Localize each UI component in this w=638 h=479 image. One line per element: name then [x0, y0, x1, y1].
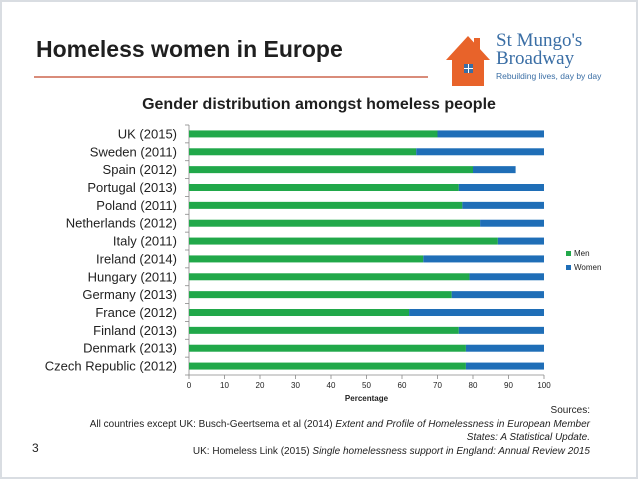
bar-men	[189, 130, 438, 138]
bar-men	[189, 326, 459, 334]
legend-label-men: Men	[574, 249, 590, 258]
source-2-title: Single homelessness support in England: …	[312, 445, 590, 457]
x-tick-label: 20	[256, 381, 265, 390]
category-label: Ireland (2014)	[96, 251, 177, 266]
legend-swatch-women	[566, 265, 571, 270]
x-tick-label: 30	[291, 381, 300, 390]
bar-men	[189, 184, 459, 191]
source-line-3: UK: Homeless Link (2015) Single homeless…	[30, 445, 590, 459]
category-label: Denmark (2013)	[83, 341, 177, 356]
category-label: Germany (2013)	[82, 287, 177, 302]
sources-heading: Sources:	[550, 405, 590, 416]
bar-men	[189, 255, 424, 263]
category-label: Hungary (2011)	[88, 269, 177, 284]
x-tick-label: 80	[469, 381, 478, 390]
category-label: Sweden (2011)	[90, 144, 177, 159]
logo-name-line1: St Mungo's	[496, 30, 583, 51]
x-tick-label: 70	[433, 381, 442, 390]
bar-women	[458, 184, 544, 191]
bar-women	[469, 273, 544, 281]
logo-wordmark: St Mungo's Broadway	[496, 30, 583, 69]
bar-women	[497, 237, 544, 245]
slide-number: 3	[32, 441, 39, 455]
bar-men	[189, 237, 498, 245]
logo-name-line2: Broadway	[496, 48, 575, 69]
bar-men	[189, 166, 473, 174]
bar-women	[451, 291, 544, 299]
source-1-authors: All countries except UK: Busch-Geertsema…	[89, 418, 336, 430]
bar-men	[189, 201, 463, 209]
category-label: Portugal (2013)	[87, 180, 177, 195]
bar-men	[189, 362, 466, 370]
bar-women	[437, 130, 544, 138]
house-logo-icon	[446, 36, 490, 86]
category-label: Italy (2011)	[113, 234, 177, 249]
x-axis-title: Percentage	[345, 394, 389, 403]
bar-men	[189, 148, 417, 156]
category-label: Czech Republic (2012)	[45, 359, 177, 374]
source-line-2: States: A Statistical Update.	[30, 431, 590, 445]
x-tick-label: 50	[362, 381, 371, 390]
bar-women	[480, 219, 544, 227]
category-label: Finland (2013)	[93, 323, 177, 338]
x-tick-label: 100	[537, 381, 551, 390]
bar-women	[473, 166, 516, 174]
category-label: UK (2015)	[118, 126, 177, 141]
bar-men	[189, 273, 470, 281]
chart-title: Gender distribution amongst homeless peo…	[142, 96, 496, 113]
sources-note: Sources: All countries except UK: Busch-…	[30, 404, 590, 458]
bar-men	[189, 309, 410, 316]
bar-women	[409, 309, 544, 316]
x-tick-label: 10	[220, 381, 229, 390]
title-underline	[34, 76, 428, 78]
legend-swatch-men	[566, 251, 571, 256]
category-label: Spain (2012)	[103, 162, 177, 177]
bar-women	[458, 326, 544, 334]
source-1-title: Extent and Profile of Homelessness in Eu…	[335, 418, 590, 430]
logo-tagline: Rebuilding lives, day by day	[496, 71, 602, 81]
bar-men	[189, 291, 452, 299]
source-1-title-cont: States: A Statistical Update.	[466, 432, 590, 443]
x-tick-label: 0	[187, 381, 192, 390]
category-label: Netherlands (2012)	[66, 216, 177, 231]
category-label: Poland (2011)	[96, 198, 177, 213]
x-tick-label: 90	[504, 381, 513, 390]
organisation-logo: St Mungo's Broadway Rebuilding lives, da…	[444, 30, 614, 90]
x-tick-label: 60	[398, 381, 407, 390]
category-label: France (2012)	[95, 305, 177, 320]
bar-men	[189, 219, 481, 227]
bar-men	[189, 344, 466, 352]
bar-women	[465, 344, 544, 352]
bar-women	[462, 201, 544, 209]
x-tick-label: 40	[327, 381, 336, 390]
bar-women	[423, 255, 544, 263]
bar-women	[416, 148, 544, 156]
source-2-authors: UK: Homeless Link (2015)	[192, 445, 313, 457]
source-line-1: All countries except UK: Busch-Geertsema…	[30, 418, 590, 432]
legend-label-women: Women	[574, 263, 601, 272]
bar-women	[465, 362, 544, 370]
slide-title: Homeless women in Europe	[36, 36, 343, 62]
